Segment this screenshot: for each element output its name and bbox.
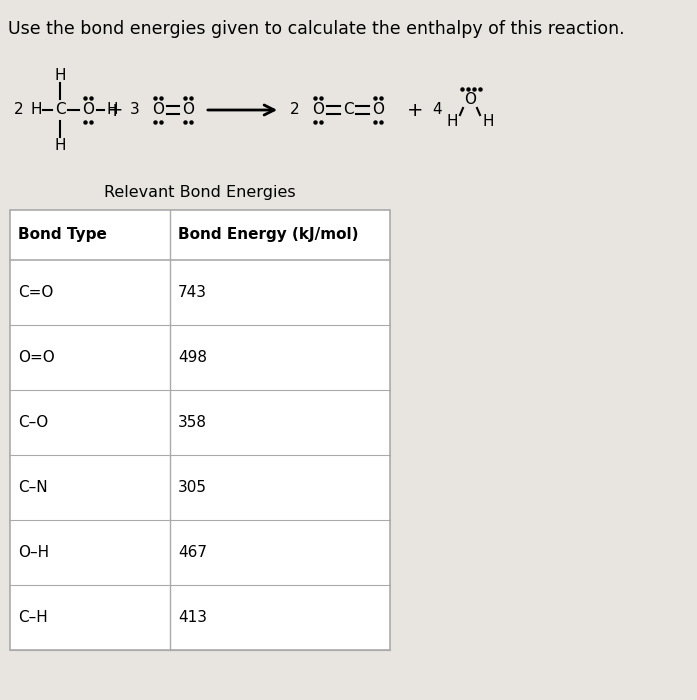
Text: Bond Type: Bond Type bbox=[18, 228, 107, 242]
Text: 2: 2 bbox=[290, 102, 300, 118]
Text: 4: 4 bbox=[432, 102, 442, 118]
Text: H: H bbox=[106, 102, 118, 118]
Text: 3: 3 bbox=[130, 102, 140, 118]
Text: O–H: O–H bbox=[18, 545, 49, 560]
Text: C: C bbox=[343, 102, 353, 118]
Text: 2: 2 bbox=[14, 102, 24, 118]
Bar bbox=[10, 210, 390, 650]
Text: C–H: C–H bbox=[18, 610, 48, 625]
Text: H: H bbox=[54, 67, 66, 83]
Text: O: O bbox=[82, 102, 94, 118]
Text: H: H bbox=[30, 102, 42, 118]
Text: 467: 467 bbox=[178, 545, 207, 560]
Text: O=O: O=O bbox=[18, 350, 55, 365]
Text: Bond Energy (kJ/mol): Bond Energy (kJ/mol) bbox=[178, 228, 358, 242]
Text: O: O bbox=[312, 102, 324, 118]
Text: H: H bbox=[446, 115, 458, 130]
Text: Use the bond energies given to calculate the enthalpy of this reaction.: Use the bond energies given to calculate… bbox=[8, 20, 625, 38]
Text: +: + bbox=[407, 101, 423, 120]
Text: +: + bbox=[107, 101, 123, 120]
Text: C: C bbox=[54, 102, 66, 118]
Text: 305: 305 bbox=[178, 480, 207, 495]
Text: O: O bbox=[464, 92, 476, 108]
Text: H: H bbox=[54, 137, 66, 153]
Text: Relevant Bond Energies: Relevant Bond Energies bbox=[104, 185, 296, 200]
Text: O: O bbox=[152, 102, 164, 118]
Text: H: H bbox=[482, 115, 493, 130]
Text: C=O: C=O bbox=[18, 285, 54, 300]
Text: 413: 413 bbox=[178, 610, 207, 625]
Text: 358: 358 bbox=[178, 415, 207, 430]
Text: 743: 743 bbox=[178, 285, 207, 300]
Text: O: O bbox=[372, 102, 384, 118]
Text: C–O: C–O bbox=[18, 415, 48, 430]
Text: O: O bbox=[182, 102, 194, 118]
Text: 498: 498 bbox=[178, 350, 207, 365]
Text: C–N: C–N bbox=[18, 480, 47, 495]
